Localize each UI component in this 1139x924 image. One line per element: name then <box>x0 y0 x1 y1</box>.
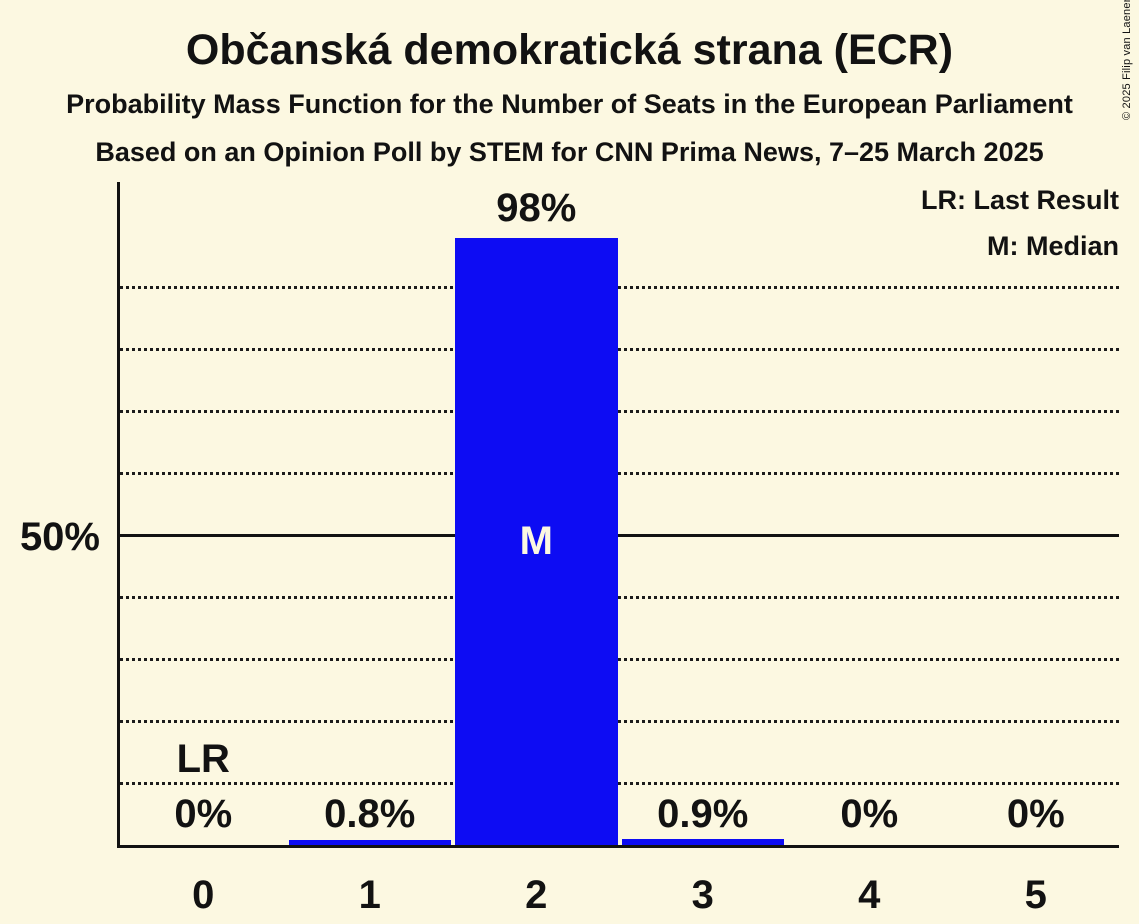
copyright-notice: © 2025 Filip van Laenen <box>1121 0 1133 120</box>
gridline-50pct-solid <box>120 533 1119 537</box>
legend-item-last-result: LR: Last Result <box>920 185 1119 215</box>
bar-seats-3 <box>621 839 784 845</box>
bar-value-label-5: 0% <box>1006 792 1065 836</box>
bar-value-label-0: 0% <box>174 792 233 836</box>
bar-value-label-4: 0% <box>840 792 899 836</box>
x-axis-labels: 0 1 2 3 4 5 <box>120 875 1119 915</box>
y-axis-tick-label-50pct: 50% <box>19 515 100 559</box>
x-axis-line <box>117 845 1119 848</box>
bar-seats-1 <box>288 840 451 845</box>
gridline-80pct <box>120 348 1119 351</box>
x-tick-label-4: 4 <box>858 873 881 917</box>
legend: LR: Last Result M: Median <box>921 177 1119 269</box>
gridline-40pct <box>120 596 1119 599</box>
x-tick-label-3: 3 <box>691 873 714 917</box>
bar-seats-2 <box>455 237 618 845</box>
x-tick-label-0: 0 <box>192 873 215 917</box>
gridline-20pct <box>120 720 1119 723</box>
y-axis-line <box>117 182 120 848</box>
chart-title: Občanská demokratická strana (ECR) <box>185 26 954 74</box>
gridline-10pct <box>120 782 1119 785</box>
bar-value-label-1: 0.8% <box>324 792 416 836</box>
chart-subtitle-pmf: Probability Mass Function for the Number… <box>66 89 1073 119</box>
gridline-30pct <box>120 658 1119 661</box>
legend-item-median: M: Median <box>987 231 1119 261</box>
bar-value-label-2: 98% <box>496 185 577 230</box>
last-result-marker: LR <box>176 737 230 781</box>
gridline-60pct <box>120 472 1119 475</box>
plot-area: 0% 0.8% 98% 0.9% 0% 0% LR M <box>120 182 1119 845</box>
median-marker: M <box>519 519 553 564</box>
x-tick-label-2: 2 <box>525 873 548 917</box>
bar-value-label-3: 0.9% <box>657 792 749 836</box>
chart-subtitle-poll: Based on an Opinion Poll by STEM for CNN… <box>95 137 1044 167</box>
x-tick-label-5: 5 <box>1024 873 1047 917</box>
gridline-70pct <box>120 410 1119 413</box>
gridline-90pct <box>120 286 1119 289</box>
x-tick-label-1: 1 <box>358 873 381 917</box>
